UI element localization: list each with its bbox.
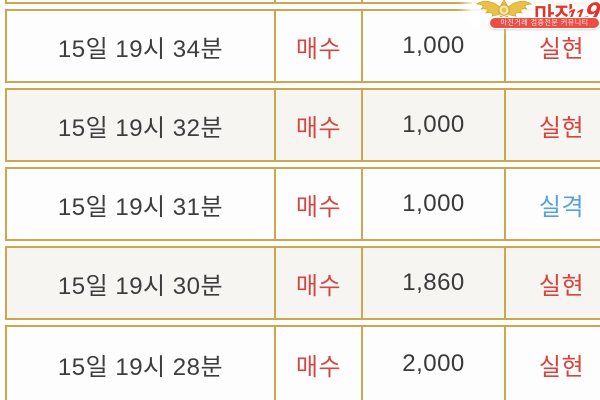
table-row: 15일 19시 31분 매수 1,000 실격: [5, 167, 600, 241]
cell-side: 매수: [274, 90, 361, 160]
table-row: 15일 19시 28분 매수 2,000 실현: [5, 325, 600, 400]
cell-result: 실격: [504, 169, 600, 239]
eagle-badge-icon: [476, 0, 532, 22]
table-row: 15일 19시 30분 매수 1,860 실현: [5, 246, 600, 320]
cell-result: 실현: [504, 11, 600, 81]
cell-amount: 1,860: [361, 248, 504, 318]
cell-time: 15일 19시 31분: [57, 193, 224, 221]
cell-amount: 1,000: [361, 169, 504, 239]
cell-amount: 1,000: [361, 11, 504, 81]
cell-side: 매수: [274, 11, 361, 81]
cell-result: 실현: [504, 327, 600, 400]
cell-time: 15일 19시 30분: [57, 272, 224, 300]
cell-amount: [361, 0, 504, 2]
cell-side: 매수: [274, 327, 361, 400]
cell-time: 15일 19시 34분: [57, 35, 224, 63]
trade-table: 15일 19시 34분 매수 1,000 실현 15일 19시 32분 매수 1…: [5, 0, 600, 400]
cell-result: 실현: [504, 248, 600, 318]
cell-time: 15일 19시 28분: [57, 353, 224, 381]
cell-amount: 1,000: [361, 90, 504, 160]
cell-amount: 2,000: [361, 327, 504, 400]
cell-time: [7, 0, 274, 2]
cell-result: 실현: [504, 90, 600, 160]
cell-time: 15일 19시 32분: [57, 114, 224, 142]
margin119-logo[interactable]: 마진 119 마진거래 검증전문 커뮤니티: [468, 0, 600, 33]
logo-tagline-banner: 마진거래 검증전문 커뮤니티: [489, 17, 600, 29]
table-row: 15일 19시 32분 매수 1,000 실현: [5, 88, 600, 162]
cell-side: 매수: [274, 169, 361, 239]
cell-side: 매수: [274, 248, 361, 318]
logo-tagline: 마진거래 검증전문 커뮤니티: [500, 19, 589, 27]
cell-side: [274, 0, 361, 2]
